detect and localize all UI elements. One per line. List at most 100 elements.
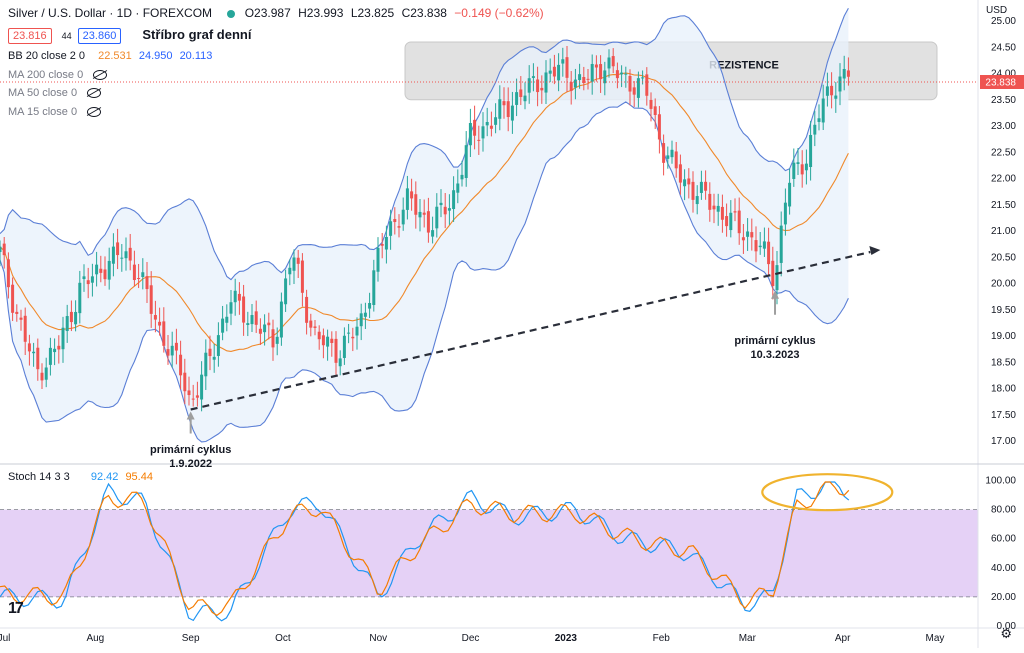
stoch-d-line[interactable]	[0, 481, 850, 617]
candle[interactable]	[842, 55, 846, 91]
candle[interactable]	[124, 237, 128, 271]
candle[interactable]	[195, 381, 199, 407]
candle[interactable]	[107, 247, 111, 290]
candle[interactable]	[384, 225, 388, 264]
candle[interactable]	[23, 307, 27, 356]
candle[interactable]	[11, 277, 15, 322]
bollinger-basis-line[interactable]	[0, 72, 849, 352]
candle[interactable]	[800, 150, 804, 188]
currency-label[interactable]: USD	[986, 5, 1008, 16]
candle[interactable]	[170, 331, 174, 368]
candle[interactable]	[116, 228, 120, 270]
candle[interactable]	[78, 270, 82, 324]
candle[interactable]	[792, 148, 796, 187]
candle[interactable]	[95, 251, 99, 287]
candle[interactable]	[166, 334, 170, 365]
candle[interactable]	[695, 185, 699, 215]
candle[interactable]	[519, 76, 523, 106]
candle[interactable]	[729, 200, 733, 238]
candle[interactable]	[334, 331, 338, 375]
candle[interactable]	[578, 63, 582, 89]
candle[interactable]	[296, 249, 300, 279]
candle[interactable]	[704, 170, 708, 200]
candle[interactable]	[279, 292, 283, 346]
candle[interactable]	[439, 189, 443, 218]
candle[interactable]	[527, 65, 531, 104]
candle[interactable]	[179, 340, 183, 390]
candle[interactable]	[6, 252, 10, 299]
candle[interactable]	[2, 236, 6, 269]
candle[interactable]	[683, 169, 687, 201]
candle[interactable]	[254, 300, 258, 333]
candle[interactable]	[649, 92, 653, 122]
candle[interactable]	[250, 303, 254, 333]
candle[interactable]	[431, 216, 435, 244]
candle[interactable]	[481, 112, 485, 152]
candle[interactable]	[292, 249, 296, 284]
candle[interactable]	[796, 148, 800, 176]
candle[interactable]	[61, 316, 65, 363]
candle[interactable]	[515, 78, 519, 117]
ma50-legend[interactable]: MA 50 close 0	[8, 87, 105, 99]
candle[interactable]	[397, 214, 401, 238]
candle[interactable]	[183, 358, 187, 405]
candle[interactable]	[103, 256, 107, 286]
candle[interactable]	[149, 271, 153, 328]
candle[interactable]	[225, 304, 229, 332]
candle[interactable]	[342, 327, 346, 365]
candle[interactable]	[737, 197, 741, 245]
candle[interactable]	[317, 325, 321, 350]
candle[interactable]	[498, 85, 502, 131]
candle[interactable]	[615, 62, 619, 89]
candle[interactable]	[19, 309, 23, 331]
candle[interactable]	[208, 335, 212, 371]
candle[interactable]	[233, 278, 237, 316]
candle[interactable]	[817, 104, 821, 131]
candle[interactable]	[712, 193, 716, 224]
candle[interactable]	[548, 58, 552, 83]
candle[interactable]	[708, 182, 712, 222]
candle[interactable]	[74, 300, 78, 332]
gear-icon[interactable]: ⚙	[1000, 626, 1012, 641]
candle[interactable]	[99, 255, 103, 283]
candle[interactable]	[758, 231, 762, 255]
candle[interactable]	[632, 81, 636, 107]
candle[interactable]	[174, 328, 178, 365]
candle[interactable]	[393, 207, 397, 235]
stoch-legend[interactable]: Stoch 14 3 3 92.42 95.44	[8, 471, 157, 483]
candle[interactable]	[120, 244, 124, 272]
candle[interactable]	[670, 140, 674, 164]
candle[interactable]	[90, 263, 94, 297]
candle[interactable]	[594, 55, 598, 82]
candle[interactable]	[258, 318, 262, 345]
candle[interactable]	[494, 103, 498, 134]
candle[interactable]	[145, 262, 149, 303]
candle[interactable]	[128, 233, 132, 271]
tradingview-logo-icon[interactable]: 17	[8, 600, 24, 617]
candle[interactable]	[363, 302, 367, 330]
candle[interactable]	[611, 48, 615, 74]
ma200-legend[interactable]: MA 200 close 0	[8, 69, 111, 81]
candle[interactable]	[636, 71, 640, 108]
candle[interactable]	[767, 227, 771, 276]
candle[interactable]	[141, 258, 145, 290]
candle[interactable]	[834, 82, 838, 113]
candle[interactable]	[523, 82, 527, 110]
candle[interactable]	[456, 169, 460, 204]
candle[interactable]	[0, 240, 2, 267]
candle[interactable]	[725, 203, 729, 237]
candle[interactable]	[69, 300, 73, 332]
candle[interactable]	[443, 193, 447, 229]
buy-price-button[interactable]: 23.860	[77, 28, 122, 44]
candle[interactable]	[162, 307, 166, 353]
candle[interactable]	[187, 376, 191, 406]
candle[interactable]	[557, 53, 561, 92]
candle[interactable]	[229, 289, 233, 326]
candle[interactable]	[330, 331, 334, 357]
candle[interactable]	[754, 226, 758, 263]
candle[interactable]	[401, 197, 405, 231]
candle[interactable]	[48, 337, 52, 376]
candle[interactable]	[426, 197, 430, 243]
candle[interactable]	[750, 218, 754, 251]
candle[interactable]	[573, 68, 577, 100]
